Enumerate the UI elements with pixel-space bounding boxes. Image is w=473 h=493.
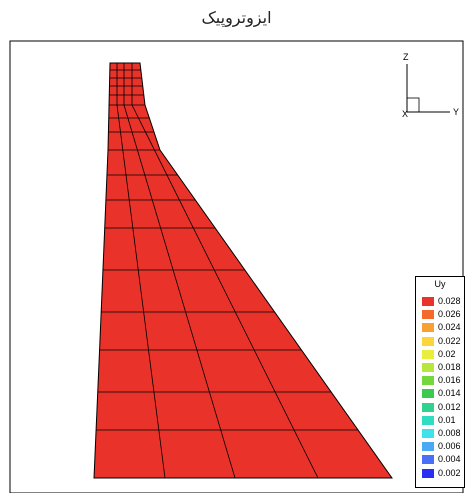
legend-label: 0.014 bbox=[438, 388, 461, 399]
legend-label: 0.008 bbox=[438, 428, 461, 438]
legend-swatch bbox=[422, 297, 434, 306]
legend-label: 0.002 bbox=[438, 467, 461, 478]
legend-title: Uy bbox=[434, 279, 446, 289]
legend-swatch bbox=[422, 442, 434, 452]
legend-label: 0.004 bbox=[438, 454, 461, 465]
axis-triad: Z Y X bbox=[402, 52, 459, 119]
legend-label: 0.028 bbox=[438, 296, 461, 306]
legend-label: 0.026 bbox=[438, 309, 461, 320]
z-axis-label: Z bbox=[403, 52, 409, 62]
section-outline bbox=[93, 62, 393, 479]
legend-label: 0.016 bbox=[438, 375, 461, 386]
contour-band bbox=[94, 63, 392, 478]
legend-swatch bbox=[422, 363, 434, 372]
legend-swatch bbox=[422, 429, 434, 438]
legend-swatch bbox=[422, 415, 434, 425]
legend-label: 0.018 bbox=[438, 362, 461, 372]
legend-label: 0.02 bbox=[438, 348, 456, 359]
figure-title: ایزوتروپیک bbox=[201, 8, 272, 27]
mesh-radial-line bbox=[123, 104, 236, 478]
legend-swatch bbox=[422, 402, 434, 412]
legend-swatch bbox=[422, 310, 434, 320]
x-axis-label: X bbox=[402, 109, 408, 119]
legend-label: 0.022 bbox=[438, 335, 461, 346]
legend-swatch bbox=[422, 323, 434, 333]
mesh-radial-line bbox=[131, 104, 319, 478]
contour-bands bbox=[94, 63, 392, 478]
legend-label: 0.006 bbox=[438, 441, 461, 452]
mesh-radial-line bbox=[116, 104, 166, 478]
legend-swatch bbox=[422, 389, 434, 399]
legend-swatch bbox=[422, 376, 434, 386]
legend-swatch bbox=[422, 455, 434, 465]
legend-label: 0.012 bbox=[438, 401, 461, 412]
legend: Uy 0.028 0.026 0.024 0.022 0.02 0.018 0.016 0.0… bbox=[415, 276, 465, 488]
legend-label: 0.024 bbox=[438, 322, 461, 333]
legend-swatch bbox=[422, 349, 434, 359]
legend-swatch bbox=[422, 468, 434, 478]
triad-box bbox=[406, 97, 420, 113]
legend-swatch bbox=[422, 336, 434, 346]
legend-label: 0.01 bbox=[438, 414, 456, 425]
y-axis-label: Y bbox=[453, 107, 459, 117]
plot-border bbox=[9, 40, 464, 493]
